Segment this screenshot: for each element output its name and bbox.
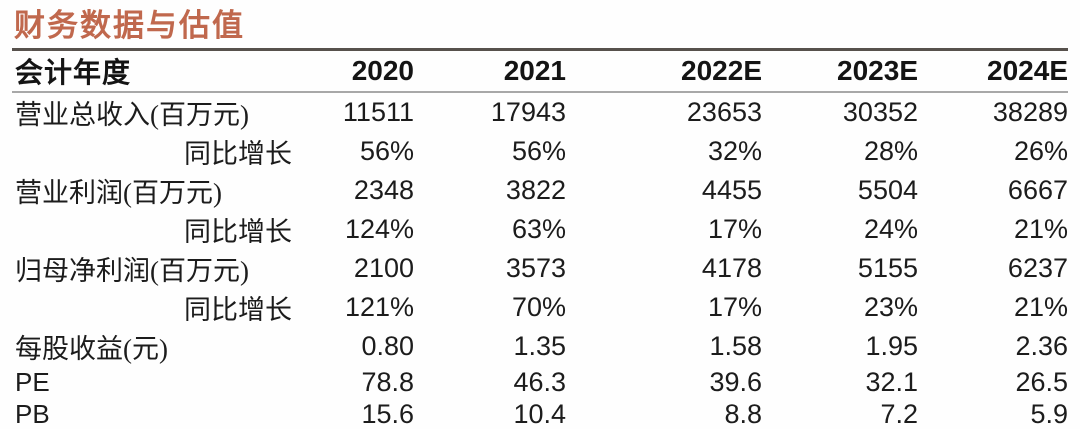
cell-value: 17943	[490, 96, 566, 127]
table-row-operating-profit-yoy-growth: 同比增长 124% 63% 17% 24% 21%	[12, 210, 1068, 249]
table-row-revenue-yoy-growth: 同比增长 56% 56% 32% 28% 26%	[12, 132, 1068, 171]
cell-value: 7.2	[880, 398, 918, 429]
cell-value: 17%	[707, 213, 762, 244]
cell-value: 17%	[707, 291, 762, 322]
table-row-net-profit-yoy-growth: 同比增长 121% 70% 17% 23% 21%	[12, 288, 1068, 327]
table-row-total-revenue: 营业总收入(百万元) 11511 17943 23653 30352 38289	[12, 92, 1068, 132]
cell-value: 28%	[863, 135, 918, 166]
cell-value: 1.58	[709, 330, 762, 361]
cell-value: 124%	[344, 213, 414, 244]
table-row-pe: PE 78.8 46.3 39.6 32.1 26.5	[12, 366, 1068, 399]
cell-value: 5.9	[1030, 398, 1068, 429]
cell-value: 46.3	[513, 366, 566, 397]
cell-value: 26.5	[1015, 366, 1068, 397]
cell-value: 78.8	[361, 366, 414, 397]
row-label: 营业利润(百万元)	[15, 177, 222, 208]
column-header-2024e: 2024E	[987, 54, 1068, 86]
financial-table: 会计年度 2020 2021 2022E 2023E 2024E 营业总收入(百…	[12, 48, 1068, 429]
row-label: 同比增长	[184, 216, 292, 247]
cell-value: 4178	[701, 252, 762, 283]
table-row-operating-profit: 营业利润(百万元) 2348 3822 4455 5504 6667	[12, 171, 1068, 210]
cell-value: 3573	[505, 252, 566, 283]
cell-value: 8.8	[724, 398, 762, 429]
table-row-eps: 每股收益(元) 0.80 1.35 1.58 1.95 2.36	[12, 327, 1068, 366]
row-label: PB	[15, 398, 50, 429]
column-header-2020: 2020	[351, 54, 414, 86]
cell-value: 32%	[707, 135, 762, 166]
row-label: 同比增长	[184, 138, 292, 169]
row-label: 同比增长	[184, 294, 292, 325]
cell-value: 6667	[1007, 174, 1068, 205]
cell-value: 5504	[857, 174, 918, 205]
cell-value: 23653	[686, 96, 762, 127]
cell-value: 21%	[1013, 213, 1068, 244]
cell-value: 4455	[701, 174, 762, 205]
cell-value: 56%	[359, 135, 414, 166]
cell-value: 38289	[992, 96, 1068, 127]
cell-value: 2348	[353, 174, 414, 205]
cell-value: 26%	[1013, 135, 1068, 166]
cell-value: 3822	[505, 174, 566, 205]
cell-value: 15.6	[361, 398, 414, 429]
cell-value: 10.4	[513, 398, 566, 429]
row-label: PE	[15, 366, 50, 397]
cell-value: 63%	[511, 213, 566, 244]
column-header-2021: 2021	[503, 54, 566, 86]
cell-value: 30352	[842, 96, 918, 127]
cell-value: 2100	[353, 252, 414, 283]
cell-value: 70%	[511, 291, 566, 322]
cell-value: 21%	[1013, 291, 1068, 322]
cell-value: 0.80	[361, 330, 414, 361]
table-header-row: 会计年度 2020 2021 2022E 2023E 2024E	[12, 49, 1068, 92]
page-title: 财务数据与估值	[14, 8, 245, 43]
cell-value: 1.35	[513, 330, 566, 361]
row-label: 营业总收入(百万元)	[15, 99, 249, 130]
table-row-net-profit: 归母净利润(百万元) 2100 3573 4178 5155 6237	[12, 249, 1068, 288]
cell-value: 32.1	[865, 366, 918, 397]
table-row-pb: PB 15.6 10.4 8.8 7.2 5.9	[12, 399, 1068, 429]
cell-value: 1.95	[865, 330, 918, 361]
cell-value: 11511	[342, 96, 414, 127]
cell-value: 23%	[863, 291, 918, 322]
cell-value: 2.36	[1015, 330, 1068, 361]
row-label: 每股收益(元)	[15, 333, 168, 364]
row-label: 归母净利润(百万元)	[15, 255, 249, 286]
column-header-2022e: 2022E	[681, 54, 762, 86]
column-header-fiscal-year: 会计年度	[15, 57, 132, 89]
cell-value: 56%	[511, 135, 566, 166]
column-header-2023e: 2023E	[837, 54, 918, 86]
cell-value: 5155	[857, 252, 918, 283]
cell-value: 121%	[344, 291, 414, 322]
cell-value: 6237	[1007, 252, 1068, 283]
cell-value: 39.6	[709, 366, 762, 397]
cell-value: 24%	[863, 213, 918, 244]
